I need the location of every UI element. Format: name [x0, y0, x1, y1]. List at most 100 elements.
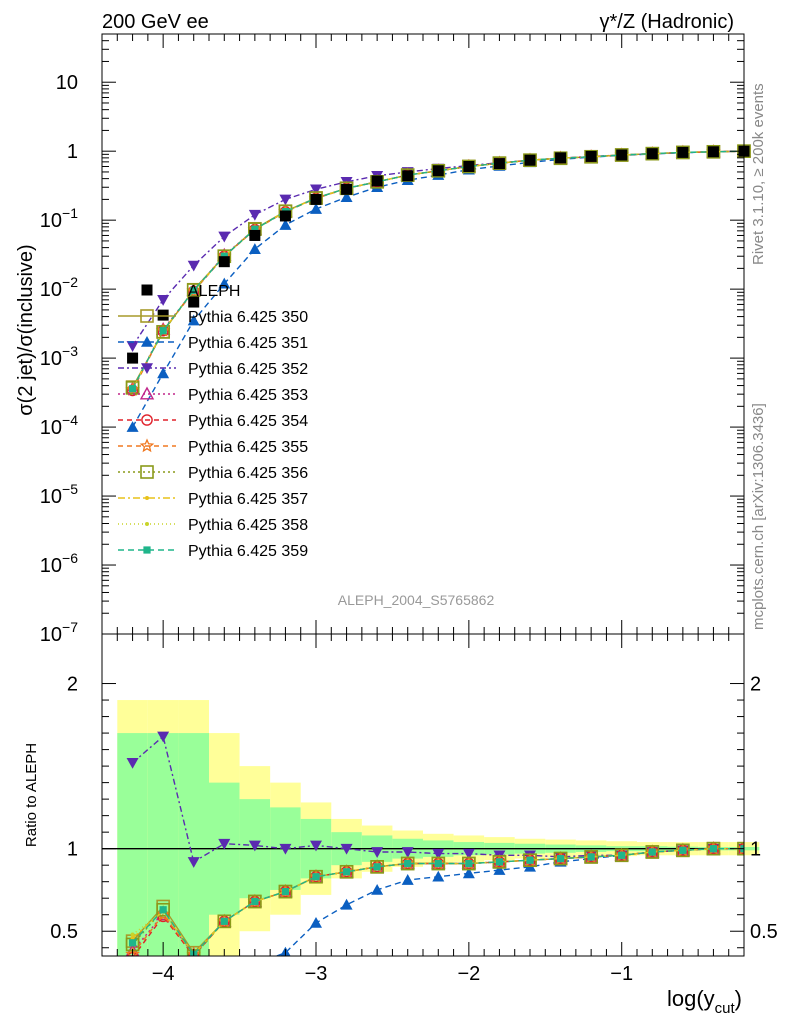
bottom-axes: 0.5 0.5 1 1 2 2 −4 −3 −2 −1: [50, 633, 778, 985]
ratio-point: [249, 958, 261, 969]
legend-marker: [141, 363, 153, 374]
ratio-series-group: [125, 731, 744, 986]
data-point: [646, 148, 658, 160]
series-point: [125, 381, 140, 395]
ratio-series-359: [128, 845, 744, 956]
series-point: [251, 225, 259, 233]
ratio-point: [312, 873, 320, 881]
legend-marker: [141, 414, 153, 426]
ratio-point: [339, 864, 354, 879]
ratio-point: [217, 914, 232, 929]
series-point: [128, 385, 137, 393]
ratio-point: [736, 841, 744, 855]
ratio-point: [127, 975, 139, 986]
series-point: [279, 194, 292, 206]
legend-label: Pythia 6.425 356: [188, 465, 308, 482]
series-point: [279, 219, 292, 230]
x-axis-label-sub: cut: [715, 1000, 736, 1017]
ratio-point: [218, 838, 231, 850]
ratio-y-tick-label: 2: [67, 674, 78, 696]
ratio-point: [432, 848, 445, 860]
legend-entry-aleph: ALEPH: [141, 283, 240, 300]
ratio-y-tick-label: 1: [67, 839, 78, 861]
data-point: [432, 165, 444, 177]
legend-entry-354: Pythia 6.425 354: [118, 413, 308, 430]
series-point: [157, 295, 170, 306]
legend-marker: [140, 309, 154, 323]
data-point: [249, 229, 261, 241]
data-point: [279, 210, 291, 222]
series-point: [126, 421, 139, 432]
ratio-point: [281, 888, 290, 896]
ratio-point: [709, 845, 718, 853]
ratio-point: [187, 857, 200, 868]
ratio-point: [526, 856, 534, 864]
ratio-y-tick-label-right: 0.5: [750, 921, 778, 943]
legend-entry-357: Pythia 6.425 357: [118, 491, 308, 508]
legend-label: Pythia 6.425 359: [188, 543, 308, 560]
series-line-359: [131, 150, 745, 390]
legend-marker: [145, 496, 149, 500]
legend-label: Pythia 6.425 353: [188, 387, 308, 404]
legend-label: ALEPH: [188, 283, 240, 300]
legend-marker: [141, 336, 153, 347]
ratio-point: [679, 846, 687, 854]
data-point: [677, 146, 689, 158]
legend-marker: [140, 465, 154, 479]
ratio-point: [186, 946, 202, 956]
series-point: [431, 163, 446, 178]
ratio-point: [462, 848, 475, 860]
band-inner: [178, 733, 209, 956]
ratio-point: [371, 883, 384, 895]
legend-label: Pythia 6.425 351: [188, 335, 308, 352]
data-point: [371, 175, 383, 187]
ratio-point: [157, 731, 170, 743]
ratio-point: [218, 975, 230, 986]
ratio-clipped-group: [125, 731, 744, 986]
series-point: [310, 184, 322, 196]
legend-label: Pythia 6.425 357: [188, 491, 308, 508]
series-point: [248, 209, 261, 221]
data-point: [585, 150, 597, 162]
ratio-line: [132, 735, 744, 863]
ratio-point: [125, 946, 140, 956]
legend-entry-351: Pythia 6.425 351: [118, 335, 308, 352]
ratio-point: [495, 858, 504, 866]
legend-entry-359: Pythia 6.425 359: [118, 543, 308, 560]
ratio-point: [371, 847, 384, 858]
data-point: [555, 152, 567, 164]
ratio-point: [648, 848, 656, 856]
y-tick-label: 10−4: [40, 412, 78, 439]
legend: ALEPH Pythia 6.425 350 Pythia 6.425 351 Pyt…: [118, 283, 308, 560]
y-tick-label: 10−2: [40, 274, 78, 301]
y-tick-label: 10: [56, 72, 78, 94]
y-tick-label: 10−6: [40, 550, 78, 577]
ratio-point: [251, 897, 259, 906]
series-point: [187, 260, 200, 272]
ratio-point: [342, 868, 351, 876]
data-point: [493, 158, 505, 170]
data-point: [218, 256, 230, 268]
source-label: mcplots.cern.ch [arXiv:1306.3436]: [750, 403, 767, 630]
y-tick-label: 10−3: [40, 343, 78, 370]
legend-entry-355: Pythia 6.425 355: [118, 438, 308, 456]
legend-entry-356: Pythia 6.425 356: [118, 465, 308, 482]
ratio-point: [310, 916, 322, 928]
data-point: [341, 183, 353, 195]
ratio-point: [556, 854, 565, 863]
y-tick-exponent: −1: [62, 205, 78, 221]
data-point: [616, 149, 628, 161]
ratio-point: [462, 867, 475, 879]
y-tick-exponent: −5: [62, 481, 78, 497]
x-tick-label: −3: [305, 963, 328, 985]
data-point: [127, 352, 139, 364]
data-point: [188, 296, 200, 308]
header-left-label: 200 GeV ee: [102, 11, 209, 33]
ratio-point: [618, 851, 626, 859]
y-tick-exponent: −2: [62, 274, 78, 290]
series-point: [190, 286, 198, 294]
top-plot-area: [102, 34, 744, 634]
series-point: [187, 314, 200, 326]
ratio-point: [130, 935, 135, 940]
